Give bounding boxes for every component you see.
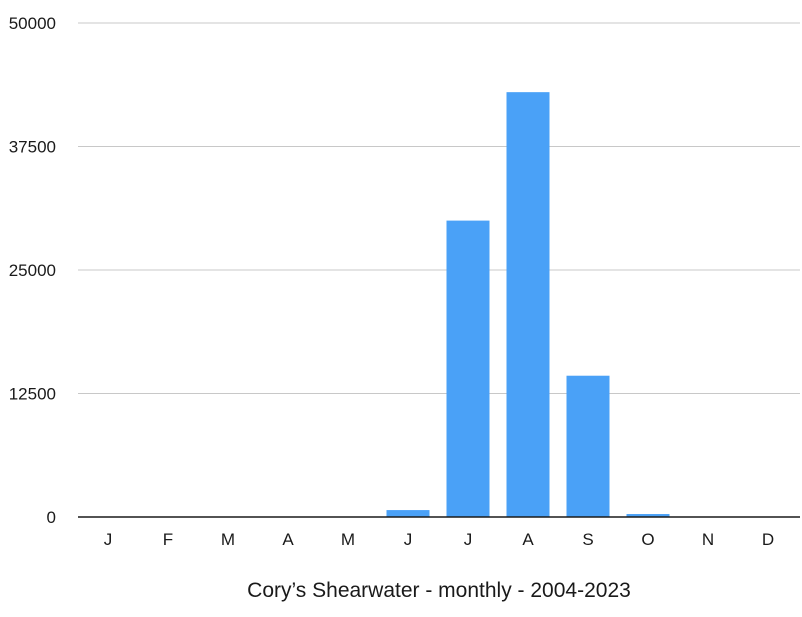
bar-6	[446, 220, 490, 517]
x-tick-label: M	[221, 530, 235, 549]
x-tick-label: F	[163, 530, 173, 549]
bars	[386, 92, 670, 517]
x-tick-label: A	[522, 530, 534, 549]
x-tick-label: J	[464, 530, 473, 549]
bar-8	[566, 375, 610, 517]
x-tick-label: J	[104, 530, 113, 549]
bar-9	[626, 514, 670, 517]
y-tick-label: 25000	[9, 261, 56, 280]
x-axis-label: Cory’s Shearwater - monthly - 2004-2023	[247, 579, 631, 602]
y-tick-label: 0	[47, 508, 56, 527]
x-tick-label: N	[702, 530, 714, 549]
bar-5	[386, 510, 430, 517]
x-tick-label: M	[341, 530, 355, 549]
gridlines	[78, 22, 800, 394]
x-tick-label: S	[582, 530, 593, 549]
x-tick-label: J	[404, 530, 413, 549]
y-tick-label: 37500	[9, 138, 56, 157]
x-tick-label: A	[282, 530, 294, 549]
y-tick-label: 12500	[9, 385, 56, 404]
y-tick-label: 50000	[9, 14, 56, 33]
bar-7	[506, 92, 550, 517]
x-tick-label: D	[762, 530, 774, 549]
x-tick-label: O	[641, 530, 654, 549]
y-axis-ticks: 0 12500 25000 37500 50000	[9, 14, 56, 527]
